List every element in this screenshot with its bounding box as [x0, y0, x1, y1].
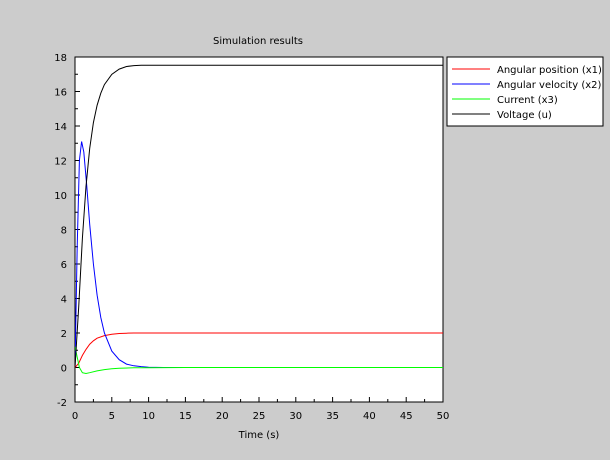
- y-tick-label: 2: [61, 329, 67, 340]
- y-tick-label: 18: [54, 53, 67, 64]
- legend-label: Voltage (u): [497, 110, 552, 121]
- series-line-0: [75, 332, 443, 368]
- plot-area: [74, 56, 444, 403]
- x-axis-label: Time (s): [238, 430, 280, 441]
- x-tick-label: 30: [289, 411, 302, 422]
- y-axis: -2 0 2 4 6 8 10 12 14 16 18: [54, 53, 80, 409]
- x-tick-label: 10: [142, 411, 155, 422]
- y-tick-label: 8: [61, 226, 67, 237]
- x-tick-label: 5: [109, 411, 115, 422]
- y-tick-label: -2: [57, 398, 67, 409]
- x-tick-label: 25: [253, 411, 266, 422]
- legend-label: Angular position (x1): [497, 65, 602, 76]
- legend: Angular position (x1) Angular velocity (x…: [446, 56, 604, 127]
- series-line-1: [75, 141, 212, 368]
- y-tick-label: 0: [61, 364, 67, 375]
- chart-title: Simulation results: [213, 36, 303, 47]
- y-tick-label: 12: [54, 157, 67, 168]
- y-tick-label: 10: [54, 191, 67, 202]
- x-tick-label: 45: [400, 411, 413, 422]
- y-tick-label: 16: [54, 88, 67, 99]
- series-lines: [75, 64, 443, 375]
- legend-label: Angular velocity (x2): [497, 80, 602, 91]
- x-tick-label: 35: [326, 411, 339, 422]
- x-axis: 0 5 10 15 20 25 30 35 40 45 50: [72, 397, 450, 422]
- x-tick-label: 50: [437, 411, 450, 422]
- y-tick-label: 6: [61, 260, 67, 271]
- series-line-3: [75, 64, 443, 368]
- x-tick-label: 0: [72, 411, 78, 422]
- x-tick-label: 20: [216, 411, 229, 422]
- x-tick-label: 15: [179, 411, 192, 422]
- series-line-2: [75, 346, 443, 375]
- y-tick-label: 4: [61, 295, 67, 306]
- x-tick-label: 40: [363, 411, 376, 422]
- y-tick-label: 14: [54, 122, 67, 133]
- legend-label: Current (x3): [497, 95, 558, 106]
